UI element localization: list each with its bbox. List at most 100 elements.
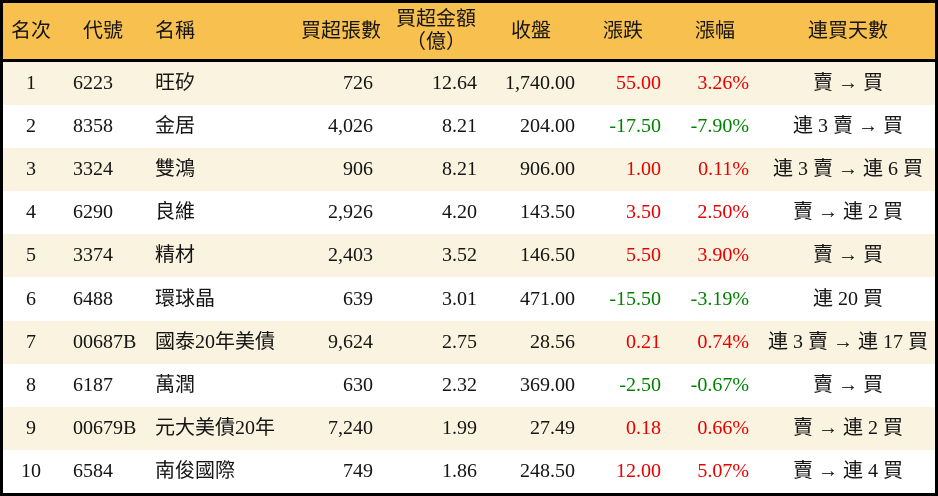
cell-code: 6488	[73, 287, 113, 310]
cell-change-pct: 0.66%	[697, 416, 749, 439]
cell-rank: 1	[26, 72, 36, 95]
cell-code: 00679B	[73, 416, 137, 439]
cell-streak: 賣 → 連 2 買	[793, 416, 903, 439]
cell-rank: 2	[26, 115, 36, 138]
cell-name: 精材	[155, 244, 195, 267]
cell-close: 27.49	[530, 416, 575, 439]
table-row: 10 6584 南俊國際 749 1.86 248.50 12.00 5.07%…	[3, 449, 935, 493]
table-row: 7 00687B 國泰20年美債 9,624 2.75 28.56 0.21 0…	[3, 320, 935, 364]
cell-shares: 639	[343, 287, 373, 310]
table-row: 1 6223 旺矽 726 12.64 1,740.00 55.00 3.26%…	[3, 62, 935, 106]
cell-code: 3374	[73, 244, 113, 267]
cell-name: 元大美債20年	[155, 416, 275, 439]
cell-streak: 連 3 賣 → 連 17 買	[768, 330, 928, 353]
header-amount-label: 買超金額 （億）	[396, 8, 476, 53]
cell-change: 3.50	[626, 201, 661, 224]
cell-shares: 7,240	[328, 416, 373, 439]
cell-change: 1.00	[626, 158, 661, 181]
header-rank-label: 名次	[11, 19, 51, 42]
cell-rank: 9	[26, 416, 36, 439]
header-code: 代號	[59, 20, 147, 43]
cell-name: 良維	[155, 201, 195, 224]
header-name: 名稱	[147, 20, 295, 43]
cell-name: 旺矽	[155, 72, 195, 95]
cell-name: 南俊國際	[155, 459, 235, 482]
cell-close: 906.00	[520, 158, 575, 181]
table-row: 5 3374 精材 2,403 3.52 146.50 5.50 3.90% 賣…	[3, 234, 935, 278]
cell-rank: 10	[21, 459, 41, 482]
cell-change-pct: 3.26%	[697, 72, 749, 95]
cell-streak: 連 3 賣 → 買	[793, 115, 903, 138]
cell-change: 12.00	[616, 459, 661, 482]
header-name-label: 名稱	[155, 19, 195, 42]
table-row: 2 8358 金居 4,026 8.21 204.00 -17.50 -7.90…	[3, 105, 935, 149]
cell-name: 萬潤	[155, 373, 195, 396]
cell-code: 3324	[73, 158, 113, 181]
cell-code: 6223	[73, 72, 113, 95]
cell-shares: 726	[343, 72, 373, 95]
table-row: 9 00679B 元大美債20年 7,240 1.99 27.49 0.18 0…	[3, 406, 935, 450]
cell-amount: 12.64	[432, 72, 477, 95]
cell-shares: 9,624	[328, 330, 373, 353]
cell-amount: 2.75	[442, 330, 477, 353]
cell-rank: 7	[26, 330, 36, 353]
cell-shares: 906	[343, 158, 373, 181]
cell-close: 204.00	[520, 115, 575, 138]
cell-close: 143.50	[520, 201, 575, 224]
cell-amount: 4.20	[442, 201, 477, 224]
cell-amount: 2.32	[442, 373, 477, 396]
cell-close: 1,740.00	[505, 72, 575, 95]
cell-amount: 8.21	[442, 115, 477, 138]
cell-change-pct: -0.67%	[690, 373, 749, 396]
header-shares-label: 買超張數	[301, 19, 381, 42]
cell-streak: 賣 → 買	[813, 373, 883, 396]
header-change-label: 漲跌	[603, 19, 643, 42]
cell-close: 369.00	[520, 373, 575, 396]
header-streak: 連買天數	[761, 20, 935, 43]
cell-close: 471.00	[520, 287, 575, 310]
table-header: 名次 代號 名稱 買超張數 買超金額 （億） 收盤 漲跌 漲幅 連買天數	[3, 3, 935, 62]
cell-change: -15.50	[609, 287, 661, 310]
cell-shares: 749	[343, 459, 373, 482]
cell-change-pct: 5.07%	[697, 459, 749, 482]
cell-shares: 4,026	[328, 115, 373, 138]
table-row: 8 6187 萬潤 630 2.32 369.00 -2.50 -0.67% 賣…	[3, 363, 935, 407]
cell-change-pct: -3.19%	[690, 287, 749, 310]
cell-code: 6290	[73, 201, 113, 224]
cell-shares: 2,403	[328, 244, 373, 267]
cell-name: 國泰20年美債	[155, 330, 275, 353]
cell-change: 0.18	[626, 416, 661, 439]
cell-code: 8358	[73, 115, 113, 138]
cell-name: 雙鴻	[155, 158, 195, 181]
cell-change-pct: 0.74%	[697, 330, 749, 353]
cell-amount: 1.99	[442, 416, 477, 439]
cell-change: -17.50	[609, 115, 661, 138]
cell-close: 146.50	[520, 244, 575, 267]
table-row: 4 6290 良維 2,926 4.20 143.50 3.50 2.50% 賣…	[3, 191, 935, 235]
cell-amount: 1.86	[442, 459, 477, 482]
cell-change: 0.21	[626, 330, 661, 353]
cell-rank: 5	[26, 244, 36, 267]
header-rank: 名次	[3, 20, 59, 43]
cell-streak: 賣 → 連 2 買	[793, 201, 903, 224]
header-amount: 買超金額 （億）	[387, 8, 485, 54]
table-body: 1 6223 旺矽 726 12.64 1,740.00 55.00 3.26%…	[3, 62, 935, 493]
header-close-label: 收盤	[511, 19, 551, 42]
cell-rank: 8	[26, 373, 36, 396]
cell-close: 248.50	[520, 459, 575, 482]
table-row: 3 3324 雙鴻 906 8.21 906.00 1.00 0.11% 連 3…	[3, 148, 935, 192]
cell-close: 28.56	[530, 330, 575, 353]
header-shares: 買超張數	[295, 20, 387, 43]
cell-change: 5.50	[626, 244, 661, 267]
cell-change: -2.50	[619, 373, 661, 396]
cell-amount: 3.01	[442, 287, 477, 310]
cell-change-pct: 3.90%	[697, 244, 749, 267]
cell-rank: 6	[26, 287, 36, 310]
table-row: 6 6488 環球晶 639 3.01 471.00 -15.50 -3.19%…	[3, 277, 935, 321]
cell-code: 6584	[73, 459, 113, 482]
cell-streak: 賣 → 買	[813, 244, 883, 267]
header-change: 漲跌	[577, 20, 669, 43]
header-streak-label: 連買天數	[808, 19, 888, 42]
cell-name: 金居	[155, 115, 195, 138]
